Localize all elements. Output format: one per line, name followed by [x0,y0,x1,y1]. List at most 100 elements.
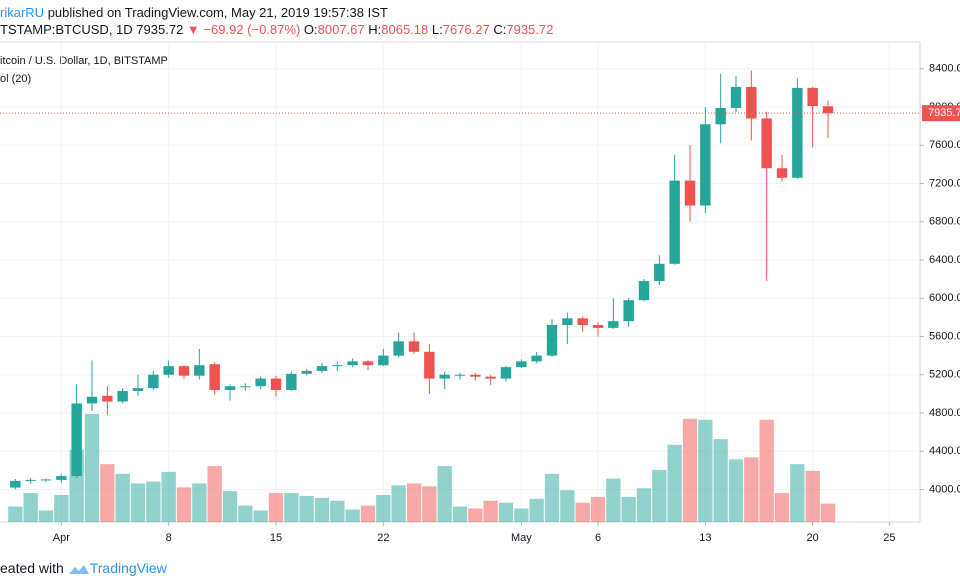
o-label: O: [303,22,318,37]
candle-body [654,263,665,282]
candle-body [608,321,619,328]
volume-bar [652,469,667,522]
x-tick-label: May [511,532,532,544]
volume-bar [146,481,161,522]
volume-bar [575,502,590,522]
volume-bar [207,466,222,522]
volume-bar [713,439,728,522]
candle-body [362,361,374,366]
y-tick-label: 4800.00 [929,407,960,419]
y-tick-label: 5600.00 [929,330,960,342]
y-tick-label: 4400.00 [929,445,960,457]
volume-bar [621,496,636,522]
open: 8007.67 [317,22,365,37]
candle-body [592,325,604,328]
candle-body [224,386,236,391]
volume-bar [253,510,268,522]
candle-body [194,365,205,376]
candle-body [301,370,312,374]
symbol: TSTAMP:BTCUSD, 1D [0,22,133,37]
candle-body [255,378,266,387]
candle-body [807,87,818,107]
y-tick-label: 8400.00 [929,63,960,75]
footer-text: eated with [0,560,64,576]
legend-line: TSTAMP:BTCUSD, 1D 7935.72 ▼ −69.92 (−0.8… [0,22,553,37]
candle-body [240,386,251,388]
candle-body [148,374,159,389]
volume-bar [299,495,314,522]
chart-title: itcoin / U.S. Dollar, 1D, BITSTAMP [0,55,168,67]
h-label: H: [368,22,382,37]
x-tick-label: 22 [377,532,389,544]
candle-body [730,86,742,108]
x-tick-label: 6 [595,532,601,544]
y-tick-label: 6400.00 [929,254,960,266]
x-tick-label: 20 [807,532,819,544]
volume-bar [759,419,774,522]
candle-body [132,388,144,392]
y-tick-label: 7600.00 [929,139,960,151]
volume-bar [115,473,130,522]
candle-body [531,355,542,362]
volume-bar [560,490,575,522]
x-tick-label: Apr [53,532,70,544]
volume-bar [744,457,759,522]
volume-bar [376,495,391,522]
volume-bar [606,478,621,522]
candle-body [56,476,67,480]
volume-bar [483,500,498,522]
x-tick-label: 15 [270,532,282,544]
y-tick-label: 6800.00 [929,216,960,228]
volume-bar [636,488,652,522]
volume-bar [314,497,330,522]
volume-bar [100,464,115,522]
brand[interactable]: TradingView [89,560,167,576]
candle-body [700,124,711,206]
volume-bar [422,486,437,522]
candle-body [316,366,328,371]
volume-bar [345,509,360,522]
last-price-label: 7935.72 [928,107,960,119]
x-tick-label: 8 [166,532,172,544]
volume-bar [238,505,253,522]
volume-bar [698,419,713,522]
candle-body [332,365,343,367]
volume-bar [452,506,468,522]
volume-bar [222,491,238,522]
volume-bar [8,506,23,522]
volume-bar [192,483,207,522]
volume-bar [790,464,805,522]
candle-body [86,396,98,404]
candle-body [822,106,834,114]
volume-bar [360,505,376,522]
candle-body [638,281,650,301]
published: published on TradingView.com, May 21, 20… [47,5,388,20]
candle-body [669,180,680,264]
volume-bar [437,466,452,522]
candle-body [546,325,558,356]
l-label: L: [431,22,443,37]
candle-body [10,480,21,488]
last: 7935.72 [136,22,184,37]
x-tick-label: 13 [699,532,711,544]
volume-bar [54,495,69,522]
candle-body [792,87,803,178]
volume-bar [84,414,100,522]
logo [68,565,89,575]
volume-bar [161,471,176,522]
high: 8065.18 [381,22,429,37]
volume-bar [330,500,345,522]
last-price-box [922,105,960,122]
volume-bar [23,493,38,522]
candle-body [393,341,404,356]
candle-body [746,86,757,119]
volume-bar [682,418,698,522]
candle-body [209,364,220,391]
author[interactable]: rikarRU [0,5,45,20]
arrow: ▼ [186,22,200,37]
candle-body [761,118,772,169]
candle-body [776,168,788,178]
y-tick-label: 7200.00 [929,177,960,189]
y-tick-label: 4000.00 [929,483,960,495]
candle-body [623,300,634,322]
